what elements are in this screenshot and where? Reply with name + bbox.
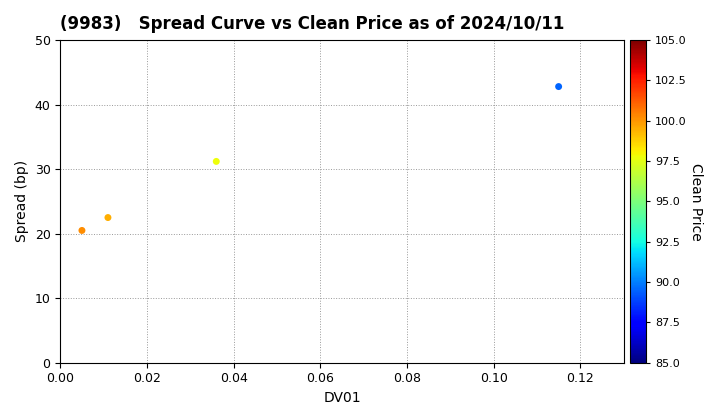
X-axis label: DV01: DV01	[323, 391, 361, 405]
Point	[102, 214, 114, 221]
Point	[210, 158, 222, 165]
Point	[76, 227, 88, 234]
Point	[553, 83, 564, 90]
Text: (9983)   Spread Curve vs Clean Price as of 2024/10/11: (9983) Spread Curve vs Clean Price as of…	[60, 15, 564, 33]
Y-axis label: Spread (bp): Spread (bp)	[15, 160, 29, 242]
Y-axis label: Clean Price: Clean Price	[689, 163, 703, 240]
